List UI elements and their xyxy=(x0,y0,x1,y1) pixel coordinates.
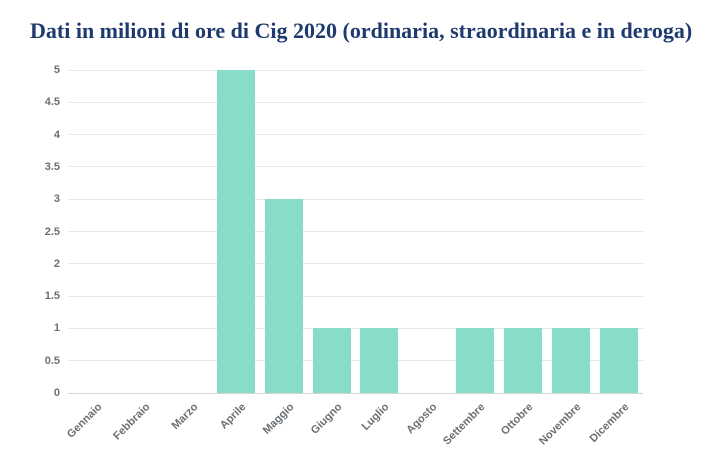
y-tick-label-4.5: 4.5 xyxy=(44,96,60,109)
gridline-5 xyxy=(68,69,643,71)
bar-dicembre[interactable] xyxy=(600,328,639,393)
y-tick-label-4: 4 xyxy=(53,128,60,141)
y-tick-label-2: 2 xyxy=(53,257,60,270)
x-tick-label-aprile: Aprile xyxy=(217,401,249,432)
bar-luglio[interactable] xyxy=(360,328,399,393)
x-tick-label-gennaio: Gennaio xyxy=(64,401,105,441)
bar-ottobre[interactable] xyxy=(504,328,543,393)
y-tick-label-1.5: 1.5 xyxy=(44,290,60,303)
y-tick-label-3: 3 xyxy=(53,193,60,206)
x-tick-label-febbraio: Febbraio xyxy=(111,401,153,443)
x-tick-label-agosto: Agosto xyxy=(404,401,440,437)
x-tick-label-luglio: Luglio xyxy=(360,401,392,433)
x-tick-label-marzo: Marzo xyxy=(169,401,201,432)
gridline-0.5 xyxy=(68,360,643,362)
y-tick-label-3.5: 3.5 xyxy=(44,160,60,173)
y-tick-label-2.5: 2.5 xyxy=(44,225,60,238)
gridline-2.5 xyxy=(68,231,643,232)
gridline-4 xyxy=(68,134,643,136)
gridline-4.5 xyxy=(68,101,643,103)
chart-title: Dati in milioni di ore di Cig 2020 (ordi… xyxy=(30,18,693,43)
bar-settembre[interactable] xyxy=(456,328,495,393)
bar-maggio[interactable] xyxy=(264,199,303,393)
x-tick-label-novembre: Novembre xyxy=(537,401,584,448)
gridline-1.5 xyxy=(68,295,643,297)
gridline-1 xyxy=(68,327,643,329)
y-tick-label-1: 1 xyxy=(53,322,60,335)
plot-area: 0 0.5 1 1.5 2 2.5 3 3.5 4 4.5 5 Gennaio Febbraio Mar… xyxy=(45,64,643,448)
x-tick-label-giugno: Giugno xyxy=(308,401,345,437)
bar-giugno[interactable] xyxy=(312,328,351,393)
bar-novembre[interactable] xyxy=(552,328,591,393)
x-tick-label-settembre: Settembre xyxy=(441,401,488,448)
gridline-2 xyxy=(68,263,643,265)
y-tick-label-5: 5 xyxy=(53,64,60,76)
x-tick-label-maggio: Maggio xyxy=(260,401,297,437)
y-tick-label-0.5: 0.5 xyxy=(44,354,60,367)
gridline-3.5 xyxy=(68,166,643,168)
x-axis-line xyxy=(68,393,643,394)
bar-aprile[interactable] xyxy=(216,70,255,393)
x-tick-label-dicembre: Dicembre xyxy=(587,401,632,445)
x-tick-label-ottobre: Ottobre xyxy=(499,401,536,438)
y-tick-label-0: 0 xyxy=(53,387,60,399)
gridline-3 xyxy=(68,198,643,200)
